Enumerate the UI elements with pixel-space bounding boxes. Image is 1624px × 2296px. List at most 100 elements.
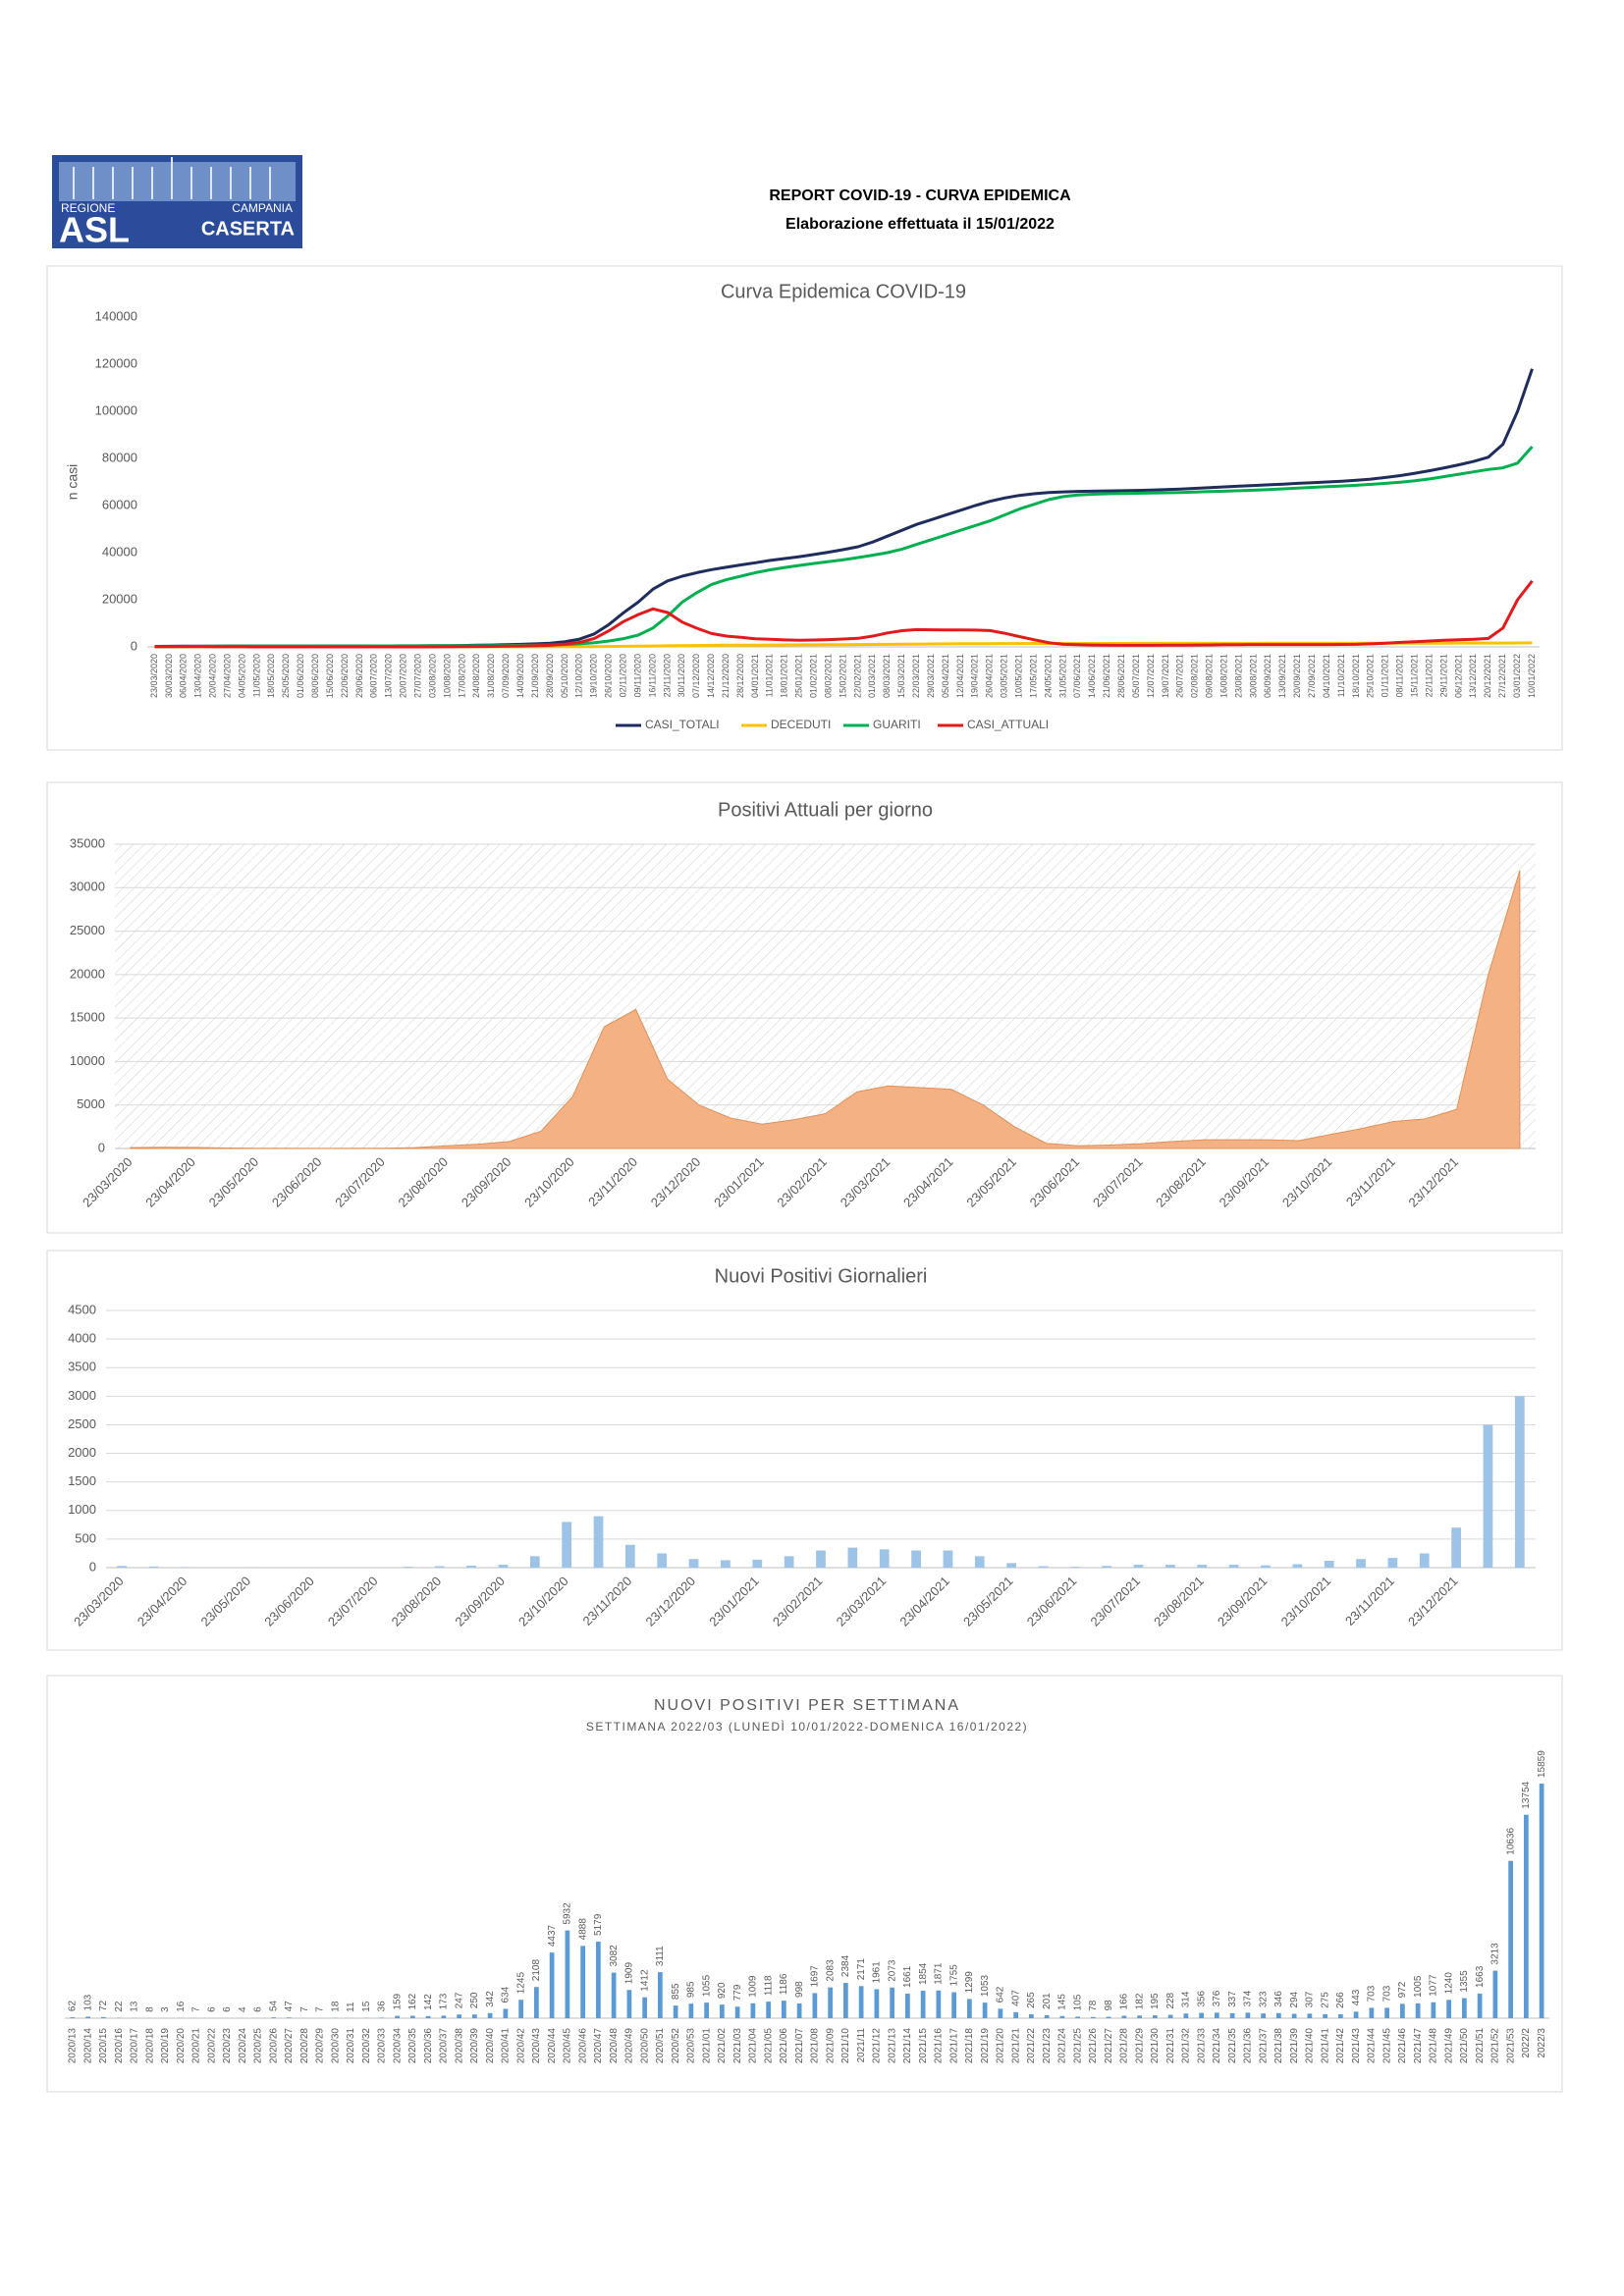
x-tick-label: 06/04/2020 <box>179 654 189 698</box>
x-tick-label: 15/02/2021 <box>838 654 847 698</box>
x-tick-label: 2021/50 <box>1459 2028 1470 2064</box>
x-tick-label: 2021/46 <box>1397 2028 1408 2064</box>
bar <box>1261 1565 1271 1568</box>
x-tick-label: 2020/21 <box>191 2028 202 2064</box>
bar <box>874 1989 880 2018</box>
y-tick-label: 10000 <box>70 1053 105 1068</box>
data-label: 1909 <box>624 1962 635 1985</box>
x-tick-label: 01/03/2021 <box>867 654 877 698</box>
bar <box>658 1972 663 2018</box>
x-tick-label: 2021/20 <box>996 2028 1006 2064</box>
x-tick-label: 2021/47 <box>1413 2028 1424 2064</box>
x-tick-label: 2022/2 <box>1521 2028 1532 2058</box>
y-tick-label: 100000 <box>95 402 137 417</box>
x-tick-label: 03/01/2022 <box>1512 654 1522 698</box>
data-label: 145 <box>1057 1994 1068 2010</box>
data-label: 142 <box>423 1994 434 2010</box>
bar <box>766 2002 771 2018</box>
bar <box>1539 1784 1544 2018</box>
area-series <box>130 870 1521 1149</box>
logo-building <box>59 162 296 201</box>
x-tick-label: 10/01/2022 <box>1527 654 1537 698</box>
bar <box>943 1550 953 1568</box>
data-label: 998 <box>794 1981 805 1998</box>
bar <box>148 1566 159 1568</box>
x-tick-label: 27/09/2021 <box>1307 654 1317 698</box>
x-tick-label: 2020/49 <box>624 2028 635 2064</box>
x-tick-label: 06/07/2020 <box>369 654 379 698</box>
report-title: REPORT COVID-19 - CURVA EPIDEMICA <box>769 187 1071 204</box>
data-label: 374 <box>1243 1990 1254 2006</box>
x-tick-label: 2020/23 <box>222 2028 233 2064</box>
bar <box>982 2002 988 2018</box>
data-label: 5179 <box>593 1913 604 1936</box>
x-tick-label: 06/09/2021 <box>1263 654 1272 698</box>
x-tick-label: 11/01/2021 <box>765 654 775 697</box>
x-tick-label: 02/11/2020 <box>618 654 627 697</box>
data-label: 13 <box>130 2001 140 2012</box>
x-tick-label: 04/10/2021 <box>1322 654 1331 698</box>
x-tick-label: 2021/48 <box>1429 2028 1439 2064</box>
x-tick-label: 08/11/2021 <box>1395 654 1405 697</box>
x-tick-label: 2021/04 <box>748 2028 759 2064</box>
data-label: 346 <box>1273 1991 1284 2007</box>
x-tick-label: 21/06/2021 <box>1102 654 1111 698</box>
data-label: 8 <box>144 2006 155 2012</box>
y-tick-label: 5000 <box>77 1096 105 1111</box>
x-tick-label: 2021/12 <box>872 2028 883 2064</box>
bar <box>1431 2002 1436 2018</box>
x-tick-label: 2021/13 <box>887 2028 897 2064</box>
data-label: 4437 <box>547 1924 558 1947</box>
bar <box>529 1556 540 1568</box>
bar <box>472 2014 477 2018</box>
x-tick-label: 2020/50 <box>639 2028 650 2064</box>
x-tick-label: 07/09/2020 <box>501 654 511 698</box>
x-tick-label: 05/10/2020 <box>560 654 569 698</box>
chart-title: Nuovi Positivi Giornalieri <box>715 1265 928 1287</box>
x-tick-label: 2020/22 <box>206 2028 217 2064</box>
logo-text: REGIONE <box>61 201 115 215</box>
legend-label: GUARITI <box>873 718 921 731</box>
y-tick-label: 0 <box>131 638 137 653</box>
x-tick-label: 2021/39 <box>1289 2028 1300 2064</box>
x-tick-label: 01/06/2020 <box>296 654 305 698</box>
bar <box>642 1997 647 2018</box>
bar <box>1356 1559 1366 1568</box>
x-tick-label: 2020/18 <box>144 2028 155 2064</box>
x-tick-label: 19/07/2021 <box>1161 654 1170 698</box>
x-tick-label: 16/08/2021 <box>1218 654 1228 698</box>
bar <box>518 2000 523 2018</box>
bar <box>117 1566 128 1568</box>
x-tick-label: 08/03/2021 <box>882 654 892 698</box>
bar <box>534 1987 539 2018</box>
data-label: 4 <box>238 2006 248 2012</box>
data-label: 166 <box>1119 1993 1130 2009</box>
data-label: 5932 <box>563 1902 573 1925</box>
bar <box>657 1553 668 1568</box>
bar <box>721 1560 731 1568</box>
bar <box>466 1565 476 1568</box>
x-tick-label: 2020/46 <box>577 2028 588 2064</box>
x-tick-label: 2020/34 <box>392 2028 403 2064</box>
x-tick-label: 31/05/2021 <box>1057 654 1067 698</box>
data-label: 3082 <box>609 1945 620 1967</box>
chart-title: Curva Epidemica COVID-19 <box>721 281 966 302</box>
bar <box>1483 1424 1493 1568</box>
chart-frame <box>46 265 1563 751</box>
data-label: 247 <box>454 1992 464 2008</box>
data-label: 36 <box>377 2001 388 2012</box>
bar <box>1069 1567 1080 1568</box>
x-tick-label: 18/05/2020 <box>266 654 276 698</box>
x-tick-label: 2021/08 <box>810 2028 821 2064</box>
data-label: 1299 <box>964 1971 975 1994</box>
x-tick-label: 2021/21 <box>1010 2028 1021 2064</box>
x-tick-label: 03/08/2020 <box>427 654 437 698</box>
y-tick-label: 25000 <box>70 923 105 937</box>
bar <box>998 2008 1003 2018</box>
x-tick-label: 2020/13 <box>68 2028 79 2064</box>
y-tick-label: 15000 <box>70 1010 105 1025</box>
x-tick-label: 2021/27 <box>1104 2028 1114 2064</box>
data-label: 195 <box>1150 1993 1161 2009</box>
x-tick-label: 24/05/2021 <box>1043 654 1053 698</box>
data-label: 78 <box>1088 2000 1099 2011</box>
